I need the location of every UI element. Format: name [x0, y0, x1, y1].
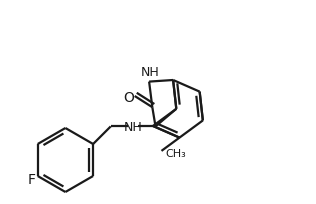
Text: CH₃: CH₃: [165, 149, 186, 159]
Text: NH: NH: [124, 120, 143, 133]
Text: O: O: [124, 90, 134, 104]
Text: NH: NH: [140, 66, 159, 79]
Text: F: F: [28, 172, 36, 186]
